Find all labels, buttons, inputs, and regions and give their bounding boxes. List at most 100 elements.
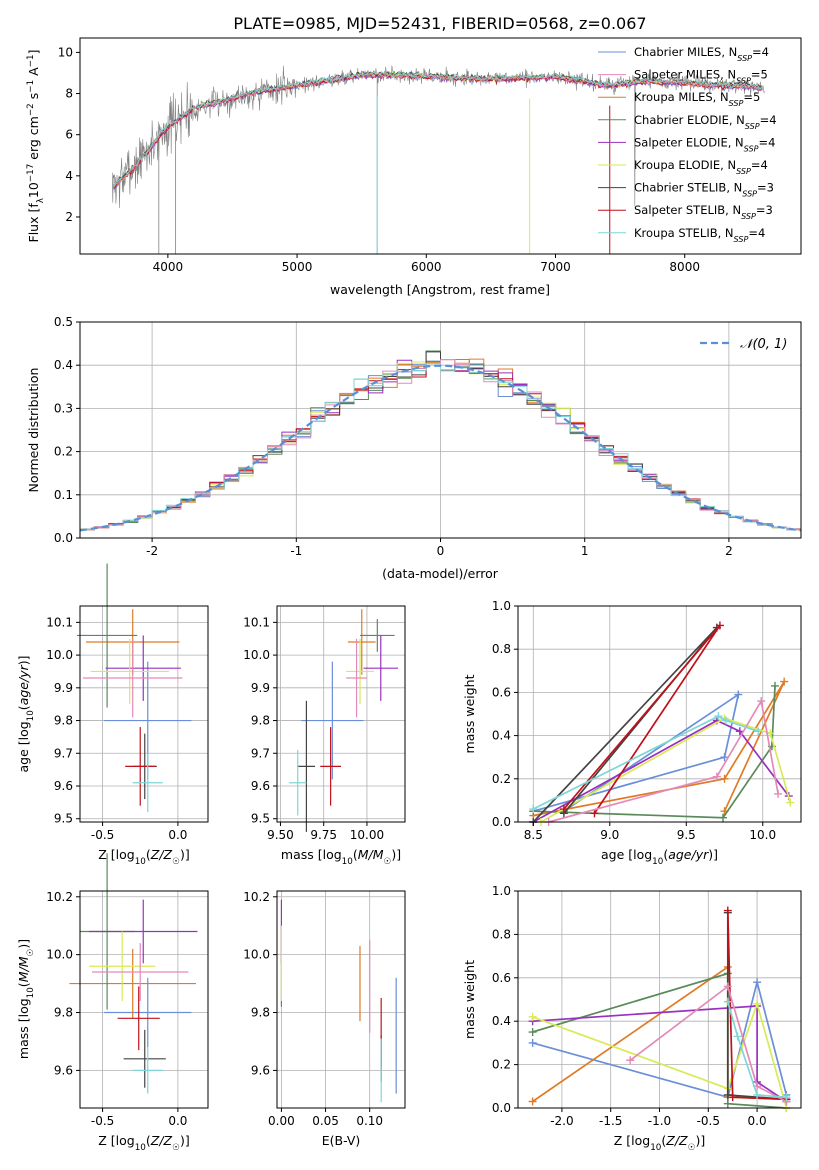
x-tick-label: 6000 [411,260,442,274]
weight-line [532,1000,788,1109]
plot-area [112,65,765,254]
label-part: ☉ [688,1143,696,1153]
legend-entry: Kroupa MILES, NSSP=5 [634,90,760,108]
label-part: 10 [652,857,663,867]
weight-marker [718,813,727,822]
legend-entry: Salpeter MILES, NSSP=5 [634,68,768,86]
label-part: M/M [358,847,384,862]
legend-entry: Salpeter STELIB, NSSP=3 [634,203,773,221]
label-part: Chabrier STELIB, N [634,181,742,195]
y-tick-label: 0.0 [492,815,511,829]
residual-histogram [80,359,801,531]
weight-marker [715,621,724,630]
spectrum-legend: Chabrier MILES, N SSP =4 Salpeter MILES, NS… [598,45,777,243]
y-tick-label: 0.6 [492,685,511,699]
errorbar-point [89,899,198,964]
plot-area [280,899,397,1103]
label-part: ] [26,50,41,55]
errorbar-point [297,700,316,832]
y-tick-label: 1.0 [492,884,511,898]
weight-line [548,698,779,823]
weight-marker [782,1093,791,1102]
weight-line [629,985,787,1103]
y-tick-label: 9.5 [54,812,73,826]
label-part: A [26,67,41,80]
y-tick-label: 10 [58,45,73,59]
label-part: =5 [743,90,760,104]
x-tick-label: 7000 [540,260,571,274]
y-tick-label: 9.6 [54,1063,73,1077]
label-part: mass [log [16,998,31,1059]
errorbar-point [69,948,196,1019]
errorbar-point [132,1047,163,1094]
label-part: Salpeter ELODIE, N [634,135,744,149]
y-axis-label: mass [log10(M/M☉)] [16,939,36,1059]
label-part: )] [708,847,718,862]
y-tick-label: 9.9 [251,681,270,695]
weight-series [723,997,791,1102]
x-tick-label: 1 [581,544,589,558]
y-axis-label: Normed distribution [26,368,41,493]
spectrum-axes: 4000 5000 6000 7000 8000 2 4 6 8 10 Chabrier MILES… [26,37,802,297]
label-part: ( [16,705,31,710]
weight-marker [529,805,538,814]
plot-area [69,853,198,1094]
y-tick-label: 10.2 [243,890,270,904]
y-tick-label: 2 [65,210,73,224]
y-tick-label: 9.6 [251,1063,270,1077]
label-part: 10 [135,857,146,867]
label-part: M/M [16,956,31,982]
label-part: ( [661,1133,666,1148]
errorbar-point [104,977,192,1048]
y-tick-label: 9.8 [54,714,73,728]
errorbar-point [83,638,183,718]
label-part: =4 [748,226,765,240]
x-tick-label: 4000 [153,260,184,274]
weight-marker [528,1097,537,1106]
y-tick-label: 9.6 [251,779,270,793]
errorbar-point [76,563,138,708]
label-part: ( [16,982,31,987]
weight-marker [723,982,732,991]
label-part: ( [146,1133,151,1148]
label-part: −17 [26,164,36,182]
weight-marker [753,999,762,1008]
weight-line [726,1001,787,1099]
x-tick-label: 0.0 [168,828,187,842]
weight-marker [780,677,789,686]
label-part: SSP [729,99,744,108]
weight-marker [754,727,763,736]
y-tick-label: 9.7 [251,746,270,760]
weight-marker [728,1093,737,1102]
y-tick-label: 10.0 [243,648,270,662]
label-part: )] [180,847,190,862]
x-tick-label: 9.50 [267,828,294,842]
legend-entry: Chabrier ELODIE, NSSP=4 [634,113,777,131]
weight_vs_age-axes: 8.5 9.0 9.5 10.0 0.0 0.2 0.4 0.6 0.8 1.0 age [log1… [462,599,802,867]
weight-line [533,692,740,813]
plot-area [528,906,791,1112]
label-part: SSP [736,167,751,176]
y-tick-label: 9.6 [54,779,73,793]
weight-series [529,712,763,814]
x-axis-label: Z [log10(Z/Z☉)] [98,847,189,867]
weight-marker [714,712,723,721]
weight-marker [723,906,732,915]
weight-marker [786,798,795,807]
y-tick-label: 9.8 [251,714,270,728]
label-part: ☉ [383,857,391,867]
label-part: −1 [26,54,36,67]
label-part: 10 [650,1143,661,1153]
label-part: SSP [736,76,751,85]
x-axis-label: mass [log10(M/M☉)] [281,847,401,867]
label-part: Chabrier MILES, N [634,45,737,59]
legend-entry: Chabrier STELIB, NSSP=3 [634,181,774,199]
axes-frame [79,890,209,1109]
x-tick-label: 0.00 [268,1114,295,1128]
age_vs_mass-axes: 9.50 9.75 10.00 9.5 9.6 9.7 9.8 9.9 10.0 10.1 mass… [243,605,406,867]
label-part: )] [391,847,401,862]
errorbar-point [346,638,374,705]
plot-area [289,609,399,832]
